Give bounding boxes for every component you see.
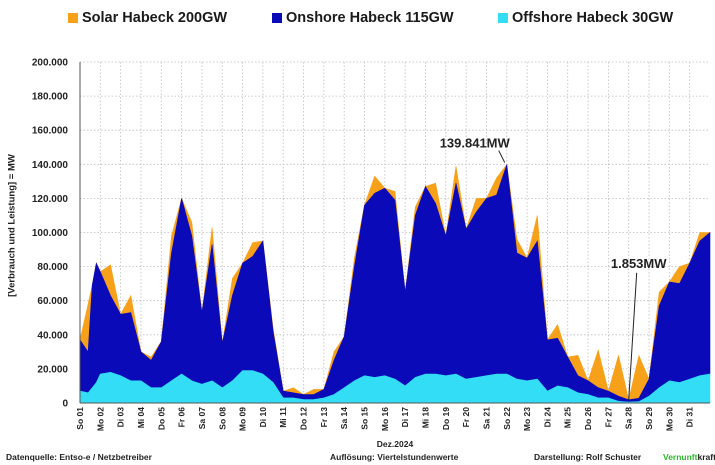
annotation-min: 1.853MW <box>611 256 667 271</box>
legend-item-solar: Solar Habeck 200GW <box>68 10 227 26</box>
y-tick-label: 20.000 <box>37 364 68 375</box>
footer-source: Datenquelle: Entso-e / Netzbetreiber <box>6 452 152 462</box>
x-tick-label: Fr 20 <box>461 407 471 428</box>
x-tick-label: So 22 <box>502 407 512 430</box>
legend-label-solar: Solar Habeck 200GW <box>82 10 228 26</box>
legend-label-onshore: Onshore Habeck 115GW <box>286 10 454 26</box>
annotation-max: 139.841MW <box>440 136 511 151</box>
x-tick-label: Mo 16 <box>380 407 390 431</box>
y-tick-label: 40.000 <box>37 330 68 341</box>
legend-swatch-offshore <box>498 13 508 23</box>
x-tick-label: Mo 23 <box>522 407 532 431</box>
annotation-pointer-min <box>628 272 638 400</box>
y-tick-label: 160.000 <box>32 126 69 137</box>
y-tick-label: 100.000 <box>32 228 69 239</box>
x-tick-label: Fr 06 <box>177 407 187 428</box>
x-tick-label: Sa 21 <box>481 407 491 429</box>
x-axis-title: Dez.2024 <box>377 439 414 449</box>
y-tick-label: 140.000 <box>32 160 69 171</box>
footer-resolution: Auflösung: Viertelstundenwerte <box>330 452 459 462</box>
legend-item-onshore: Onshore Habeck 115GW <box>272 10 454 26</box>
x-tick-label: Di 17 <box>400 407 410 428</box>
x-tick-label: Di 10 <box>258 407 268 428</box>
y-tick-label: 200.000 <box>32 58 69 69</box>
y-tick-label: 120.000 <box>32 194 69 205</box>
annotation-pointer-max <box>498 150 506 163</box>
x-tick-label: Do 12 <box>299 407 309 430</box>
x-tick-label: Fr 27 <box>603 407 613 428</box>
x-tick-label: Mo 30 <box>664 407 674 431</box>
x-tick-label: Mi 04 <box>136 407 146 429</box>
x-tick-label: So 29 <box>644 407 654 430</box>
legend-swatch-solar <box>68 13 78 23</box>
x-tick-label: Di 24 <box>542 407 552 428</box>
x-tick-label: Do 19 <box>441 407 451 430</box>
legend-swatch-onshore <box>272 13 282 23</box>
x-tick-label: Sa 07 <box>197 407 207 429</box>
footer-author: Darstellung: Rolf Schuster <box>534 452 642 462</box>
x-tick-label: Mo 02 <box>95 407 105 431</box>
x-tick-label: Fr 13 <box>319 407 329 428</box>
y-tick-label: 0 <box>62 399 68 410</box>
legend: Solar Habeck 200GW Onshore Habeck 115GW … <box>0 10 715 30</box>
x-tick-label: Mi 11 <box>278 407 288 428</box>
x-tick-label: Di 31 <box>685 407 695 428</box>
legend-label-offshore: Offshore Habeck 30GW <box>512 10 674 26</box>
x-tick-label: Di 03 <box>116 407 126 428</box>
brand-part2: kraft <box>697 452 715 462</box>
y-tick-label: 80.000 <box>37 262 68 273</box>
x-tick-label: So 08 <box>217 407 227 430</box>
x-tick-label: Sa 14 <box>339 407 349 429</box>
x-tick-label: Do 05 <box>156 407 166 430</box>
x-tick-label: Mi 18 <box>420 407 430 429</box>
x-tick-label: So 15 <box>360 407 370 430</box>
y-tick-label: 180.000 <box>32 92 69 103</box>
x-tick-label: Do 26 <box>583 407 593 430</box>
footer-brand: Vernunftkraft <box>663 452 715 462</box>
y-tick-label: 60.000 <box>37 296 68 307</box>
brand-part1: Vernunft <box>663 452 698 462</box>
x-tick-label: So 01 <box>75 407 85 430</box>
x-tick-label: Mo 09 <box>238 407 248 431</box>
x-tick-label: Sa 28 <box>624 407 634 429</box>
legend-item-offshore: Offshore Habeck 30GW <box>498 10 673 26</box>
x-tick-label: Mi 25 <box>563 407 573 429</box>
